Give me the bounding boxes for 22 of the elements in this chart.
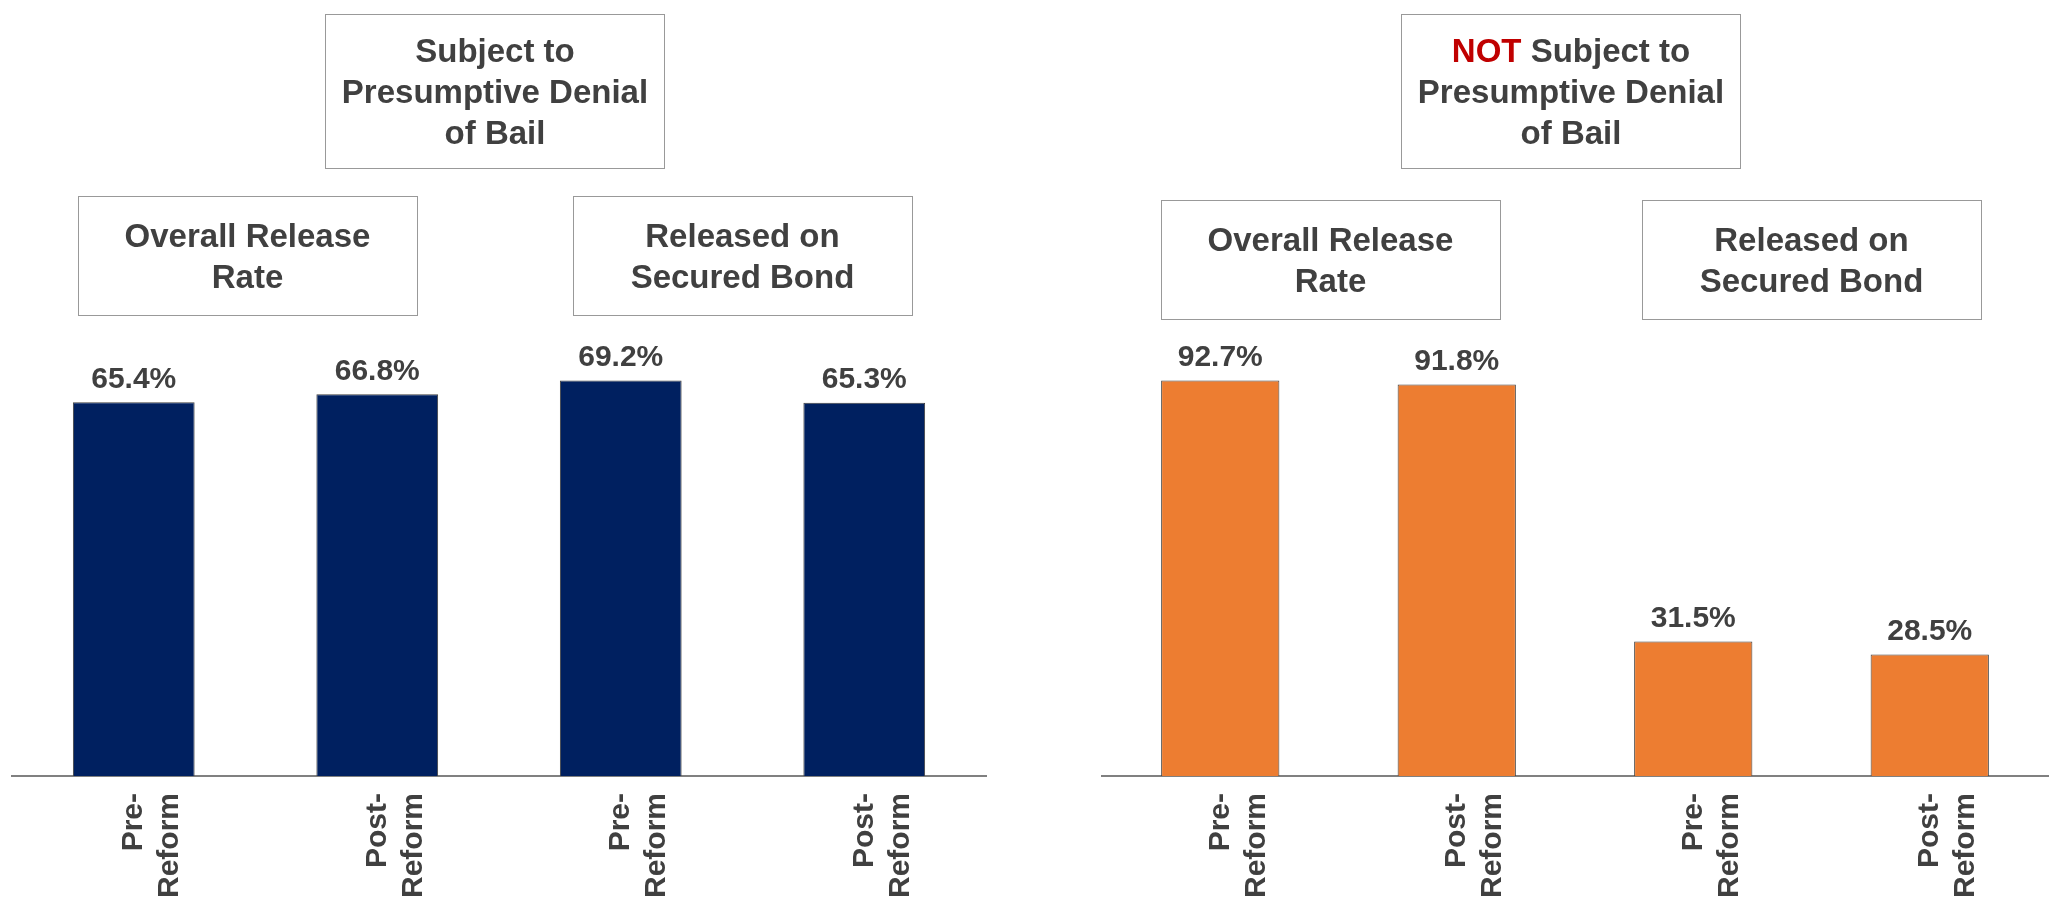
chart-title: Subject to Presumptive Denial of Bail — [340, 30, 650, 154]
text: Overall Release Rate — [77, 196, 418, 316]
data-label: 31.5% — [1650, 599, 1736, 633]
data-label: 91.8% — [1414, 342, 1500, 376]
x-tick-label: Post-Reform — [1911, 792, 1981, 898]
text: Released on Secured Bond — [572, 196, 913, 316]
data-label: 65.3% — [821, 361, 907, 395]
text: Released on Secured Bond — [1641, 200, 1982, 320]
data-label: 92.7% — [1177, 338, 1263, 372]
data-label: 66.8% — [334, 352, 420, 386]
x-tick-label: Post-Reform — [1438, 792, 1508, 898]
text: Overall Release Rate — [1160, 200, 1501, 320]
data-label: 65.4% — [91, 360, 177, 394]
x-tick-label: Pre-Reform — [115, 792, 185, 898]
x-tick-label: Pre-Reform — [602, 792, 672, 898]
x-tick-label: Post-Reform — [845, 792, 915, 898]
chart-title: NOT Subject to Presumptive Denial of Bail — [1416, 30, 1726, 154]
data-label: 69.2% — [578, 338, 664, 372]
data-label: 28.5% — [1887, 612, 1973, 646]
x-tick-label: Post-Reform — [358, 792, 428, 898]
x-tick-label: Pre-Reform — [1201, 792, 1271, 898]
x-tick-label: Pre-Reform — [1674, 792, 1744, 898]
